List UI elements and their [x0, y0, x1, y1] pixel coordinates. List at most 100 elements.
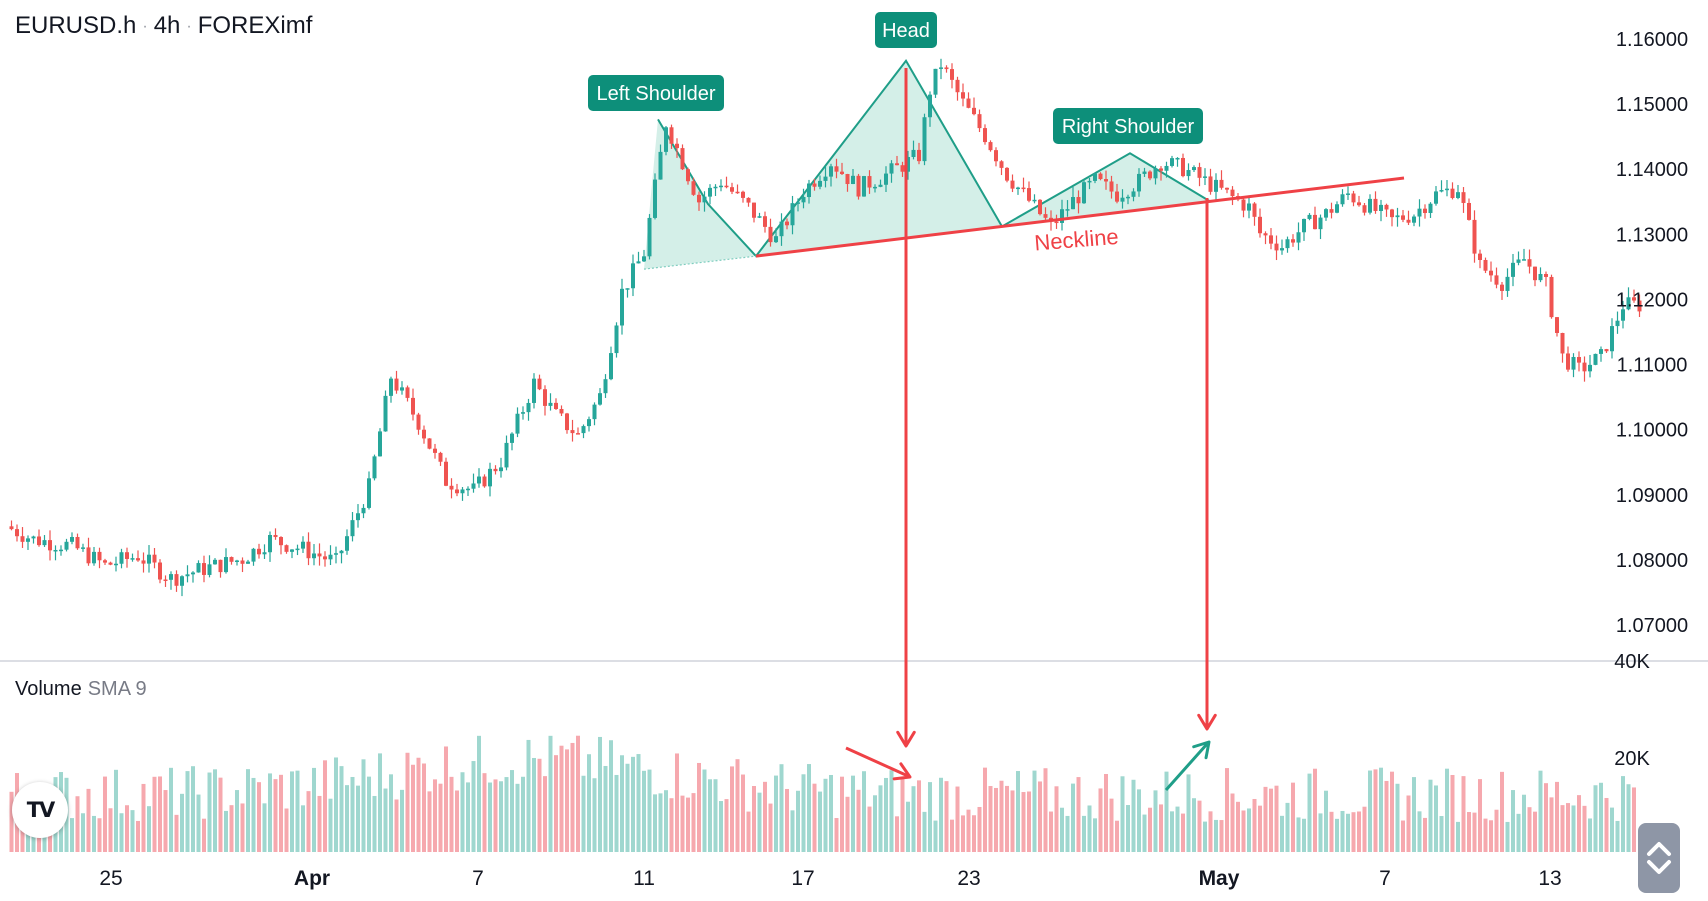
- candle[interactable]: [1588, 354, 1592, 378]
- candle[interactable]: [1439, 180, 1444, 193]
- candle[interactable]: [1626, 287, 1631, 311]
- candle[interactable]: [240, 557, 245, 573]
- candle[interactable]: [669, 124, 674, 149]
- candle[interactable]: [966, 92, 971, 109]
- candle[interactable]: [86, 537, 91, 566]
- candle[interactable]: [1445, 180, 1449, 197]
- candle[interactable]: [686, 167, 690, 185]
- neckline[interactable]: [755, 176, 1405, 258]
- candle[interactable]: [1214, 173, 1218, 202]
- candle[interactable]: [295, 544, 300, 556]
- candle[interactable]: [1533, 266, 1537, 287]
- candle[interactable]: [114, 556, 118, 572]
- candle[interactable]: [840, 162, 844, 175]
- candle[interactable]: [1148, 170, 1152, 181]
- candle[interactable]: [1362, 202, 1367, 216]
- candle[interactable]: [653, 173, 657, 220]
- candle[interactable]: [961, 83, 965, 107]
- candle[interactable]: [1126, 194, 1130, 205]
- candle[interactable]: [350, 511, 355, 542]
- candle[interactable]: [1434, 186, 1438, 206]
- candle[interactable]: [1604, 348, 1609, 354]
- candle[interactable]: [834, 158, 839, 179]
- candle[interactable]: [1428, 202, 1433, 218]
- candle[interactable]: [1131, 188, 1136, 202]
- candle[interactable]: [1593, 353, 1598, 366]
- candle[interactable]: [64, 538, 69, 552]
- candle[interactable]: [1170, 155, 1174, 168]
- candle[interactable]: [999, 160, 1004, 176]
- candle[interactable]: [603, 374, 608, 398]
- candle[interactable]: [416, 412, 421, 435]
- candle[interactable]: [587, 416, 591, 432]
- candle[interactable]: [449, 478, 454, 499]
- candle[interactable]: [818, 175, 822, 190]
- candle[interactable]: [554, 398, 558, 410]
- candle[interactable]: [1351, 190, 1356, 207]
- candle[interactable]: [1230, 186, 1235, 206]
- candle[interactable]: [939, 58, 943, 80]
- candle[interactable]: [1368, 194, 1372, 215]
- candle[interactable]: [658, 144, 663, 180]
- candle[interactable]: [482, 474, 487, 488]
- candle[interactable]: [284, 544, 289, 554]
- candle[interactable]: [202, 555, 206, 583]
- candle[interactable]: [746, 197, 751, 207]
- candle[interactable]: [1280, 239, 1284, 255]
- candle[interactable]: [92, 546, 96, 566]
- candle[interactable]: [1461, 187, 1466, 213]
- candle[interactable]: [1054, 214, 1059, 229]
- candle[interactable]: [1450, 182, 1455, 200]
- candle[interactable]: [1137, 168, 1141, 197]
- candle[interactable]: [180, 575, 184, 597]
- candle[interactable]: [229, 556, 234, 565]
- candle[interactable]: [1208, 168, 1213, 195]
- candle[interactable]: [141, 552, 146, 573]
- candle[interactable]: [218, 559, 223, 578]
- candle[interactable]: [37, 529, 41, 547]
- candle[interactable]: [867, 170, 872, 194]
- candle[interactable]: [614, 322, 619, 358]
- candle[interactable]: [405, 385, 410, 402]
- candle[interactable]: [1291, 234, 1295, 247]
- volume-decline-arrow[interactable]: [845, 746, 912, 781]
- candle[interactable]: [1060, 199, 1064, 231]
- candle[interactable]: [301, 536, 305, 553]
- candle[interactable]: [1621, 300, 1625, 329]
- candle[interactable]: [1247, 195, 1251, 219]
- candle[interactable]: [1197, 162, 1202, 187]
- candle[interactable]: [856, 173, 861, 200]
- candle[interactable]: [1401, 209, 1405, 223]
- candle[interactable]: [438, 451, 443, 466]
- candle[interactable]: [1340, 189, 1345, 207]
- candle[interactable]: [59, 545, 63, 556]
- candle[interactable]: [477, 468, 481, 488]
- candle[interactable]: [796, 198, 800, 212]
- candle[interactable]: [1115, 183, 1119, 204]
- candle[interactable]: [570, 419, 575, 442]
- volume-increase-arrow[interactable]: [1164, 740, 1211, 791]
- candle[interactable]: [845, 173, 850, 192]
- candle[interactable]: [163, 575, 168, 587]
- candle[interactable]: [1021, 177, 1026, 193]
- candle[interactable]: [906, 150, 910, 180]
- candle[interactable]: [1175, 157, 1180, 167]
- candle[interactable]: [609, 346, 613, 381]
- candle[interactable]: [1016, 186, 1020, 195]
- candle[interactable]: [680, 144, 685, 171]
- candle[interactable]: [1104, 170, 1108, 190]
- candle[interactable]: [1329, 202, 1334, 219]
- candle[interactable]: [807, 179, 811, 204]
- candle[interactable]: [279, 536, 283, 555]
- candle[interactable]: [306, 532, 311, 566]
- candle[interactable]: [510, 432, 514, 451]
- candle[interactable]: [174, 570, 179, 592]
- candle[interactable]: [812, 178, 817, 191]
- candle[interactable]: [433, 443, 437, 459]
- candle[interactable]: [15, 524, 19, 542]
- candle[interactable]: [719, 179, 723, 192]
- candle[interactable]: [1285, 236, 1290, 253]
- candle[interactable]: [1203, 168, 1207, 186]
- candle[interactable]: [1274, 235, 1279, 261]
- candle[interactable]: [664, 126, 668, 156]
